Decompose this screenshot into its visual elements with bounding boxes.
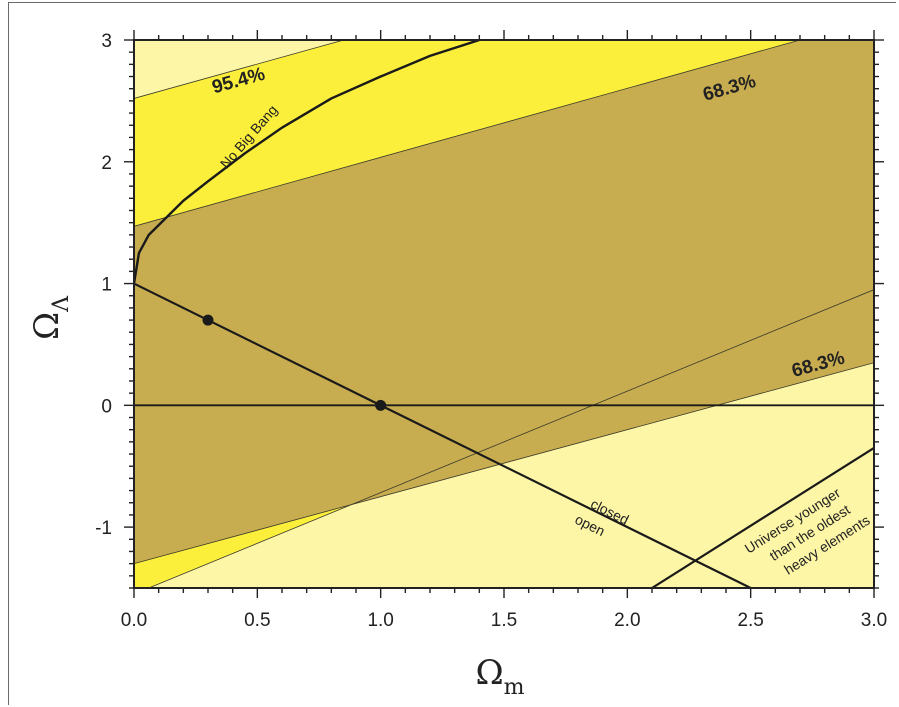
band-68-lower-edge [134,362,874,565]
tick-labels: 0.0 0.5 1.0 1.5 2.0 2.5 3.0 -1 0 1 2 3 [95,31,887,631]
x-tick-label: 0.5 [244,610,270,631]
x-tick-label: 2.5 [737,610,763,631]
x-tick-label: 3.0 [861,610,887,631]
x-tick-label: 0.0 [121,610,147,631]
x-tick-label: 1.5 [491,610,517,631]
band-68-upper-edge [134,40,802,227]
x-tick-label: 1.0 [367,610,393,631]
y-tick-label: -1 [95,518,112,539]
axis-ticks [124,30,884,598]
y-tick-label: 1 [101,275,112,296]
figure-frame [8,2,896,705]
y-tick-label: 0 [101,396,112,417]
age-limit-line [651,447,874,588]
y-tick-label: 2 [101,153,112,174]
band-68-3-percent [134,40,874,564]
data-point [202,314,214,326]
band-95-lower-edge [147,289,874,588]
flat-universe-line [134,282,752,588]
data-point [375,399,387,411]
x-axis-title: Ωm [475,653,524,700]
x-tick-label: 2.0 [614,610,640,631]
y-tick-label: 3 [101,31,112,52]
y-axis-title: ΩΛ [27,295,74,340]
no-big-bang-curve [134,40,480,284]
band-95-upper-edge [134,40,346,99]
